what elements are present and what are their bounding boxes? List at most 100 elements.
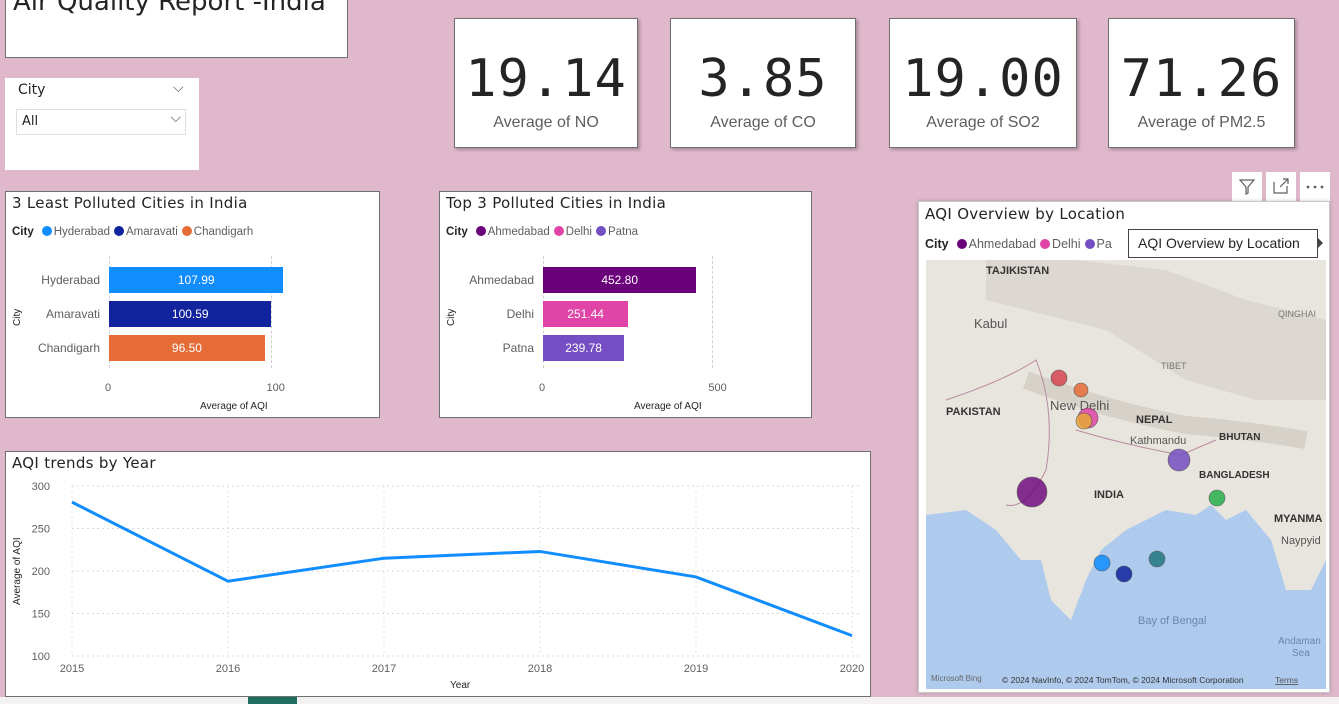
- map-title-tooltip: AQI Overview by Location: [1128, 229, 1318, 258]
- x-axis-title: Average of AQI: [200, 401, 268, 412]
- bar-chandigarh[interactable]: 96.50: [109, 335, 265, 361]
- y-tick-label: Delhi: [506, 307, 534, 321]
- filter-button[interactable]: [1232, 172, 1262, 201]
- legend-title: City: [446, 226, 468, 238]
- x-tick-label: 100: [266, 382, 285, 394]
- map-footer-logo: Microsoft Bing: [931, 674, 982, 683]
- bar-hyderabad[interactable]: 107.99: [109, 267, 284, 293]
- map-bubble-amaravati: [1115, 565, 1133, 583]
- map-bubble-patna: [1167, 448, 1191, 472]
- y-tick-label: Patna: [502, 341, 534, 355]
- map-label: TAJIKISTAN: [986, 265, 1049, 277]
- map-label: BANGLADESH: [1199, 470, 1270, 481]
- kpi-value: 71.26: [1120, 49, 1283, 109]
- legend-dot: [1040, 239, 1051, 249]
- page-tab-active[interactable]: [248, 697, 297, 704]
- kpi-card-pm25: 71.26 Average of PM2.5: [1108, 18, 1295, 148]
- legend-item: Ahmedabad: [968, 237, 1037, 251]
- legend-item: Delhi: [1052, 237, 1081, 251]
- y-tick-label: 150: [32, 609, 50, 621]
- map-label: Sea: [1292, 648, 1310, 659]
- city-dropdown[interactable]: All ⌵: [16, 109, 186, 135]
- legend-item: Amaravati: [126, 226, 178, 238]
- slicer-collapse-chevron-icon[interactable]: ⌵: [173, 80, 184, 96]
- chart-legend: City Ahmedabad Delhi Patna: [446, 226, 638, 238]
- kpi-value: 19.00: [902, 49, 1064, 109]
- top-polluted-chart[interactable]: Top 3 Polluted Cities in India City Ahmed…: [439, 191, 812, 418]
- y-tick-label: 100: [32, 651, 50, 663]
- legend-dot: [41, 226, 52, 236]
- legend-dot: [1084, 239, 1095, 249]
- x-axis-title: Average of AQI: [634, 401, 702, 412]
- legend-dot: [553, 226, 564, 236]
- x-tick-label: 2018: [528, 663, 552, 675]
- map-label: TIBET: [1161, 361, 1187, 371]
- legend-item: Pa: [1096, 237, 1112, 251]
- chevron-down-icon: ⌵: [170, 110, 181, 126]
- data-label: 100.59: [171, 307, 209, 321]
- y-tick-label: Chandigarh: [37, 341, 100, 355]
- kpi-card-no: 19.14 Average of NO: [454, 18, 638, 148]
- kpi-card-so2: 19.00 Average of SO2: [889, 18, 1077, 148]
- map-bubble-city: [1073, 382, 1089, 398]
- focus-mode-button[interactable]: [1266, 172, 1296, 201]
- map-legend: City Ahmedabad Delhi Pa: [925, 237, 1112, 251]
- data-label: 452.80: [601, 273, 639, 287]
- page-tabs-bar: [0, 697, 1339, 704]
- kpi-card-co: 3.85 Average of CO: [670, 18, 856, 148]
- y-axis-title: Average of AQI: [12, 537, 23, 605]
- y-tick-label: 300: [32, 481, 50, 493]
- more-options-icon: [1306, 185, 1324, 189]
- slicer-label: City: [18, 82, 46, 98]
- map-terms-link: Terms: [1275, 675, 1298, 685]
- legend-dot: [595, 226, 606, 236]
- data-label: 96.50: [171, 341, 202, 355]
- aqi-trend-chart[interactable]: AQI trends by Year 100 150 200 250 300 2015 20…: [5, 451, 871, 697]
- y-tick-label: Ahmedabad: [469, 273, 534, 287]
- legend-item: Delhi: [565, 226, 592, 238]
- data-label: 239.78: [565, 341, 602, 355]
- map-basemap: TAJIKISTAN Kabul QINGHAI TIBET PAKISTAN …: [926, 260, 1326, 689]
- y-tick-label: 200: [32, 566, 50, 578]
- data-label: 251.44: [567, 307, 604, 321]
- bar-ahmedabad[interactable]: 452.80: [543, 267, 697, 293]
- legend-dot: [114, 226, 124, 236]
- line-plot: 100 150 200 250 300 2015 2016 2017 2018 2019 2020: [32, 481, 865, 675]
- tooltip-arrow: [1318, 238, 1323, 248]
- legend-title: City: [925, 237, 949, 251]
- chart-title: AQI Overview by Location: [925, 205, 1126, 223]
- x-tick-label: 2016: [216, 663, 240, 675]
- chart-title: AQI trends by Year: [12, 454, 156, 472]
- x-axis-title: Year: [450, 680, 471, 691]
- aqi-map-card[interactable]: AQI Overview by Location City Ahmedabad De…: [918, 201, 1330, 693]
- bar-patna[interactable]: 239.78: [543, 335, 625, 361]
- kpi-value: 19.14: [465, 49, 627, 109]
- y-tick-label: Hyderabad: [41, 273, 100, 287]
- x-tick-label: 2015: [60, 663, 84, 675]
- focus-mode-icon: [1273, 178, 1289, 194]
- legend-dot: [956, 239, 967, 249]
- chart-title: Top 3 Polluted Cities in India: [446, 194, 667, 212]
- data-label: 107.99: [177, 273, 215, 287]
- more-options-button[interactable]: [1300, 172, 1330, 201]
- x-tick-label: 2017: [372, 663, 396, 675]
- bar-delhi[interactable]: 251.44: [543, 301, 629, 327]
- map-label: Kabul: [974, 316, 1007, 331]
- map-bubble-hyderabad: [1093, 554, 1111, 572]
- gridline: [712, 256, 714, 368]
- report-title-card: Air Quality Report -India: [5, 0, 348, 58]
- map-bubble-city: [1208, 489, 1226, 507]
- map-label: BHUTAN: [1219, 432, 1260, 443]
- least-polluted-chart[interactable]: 3 Least Polluted Cities in India City Hyd…: [5, 191, 380, 418]
- y-tick-label: Amaravati: [45, 307, 100, 321]
- map-label: QINGHAI: [1278, 309, 1316, 319]
- map-label: Kathmandu: [1130, 435, 1186, 447]
- x-tick-label: 2019: [684, 663, 708, 675]
- map-label: New Delhi: [1050, 398, 1109, 413]
- map-canvas[interactable]: TAJIKISTAN Kabul QINGHAI TIBET PAKISTAN …: [926, 260, 1326, 689]
- legend-item: Patna: [607, 226, 639, 238]
- kpi-caption: Average of SO2: [926, 114, 1040, 131]
- bar-amaravati[interactable]: 100.59: [109, 301, 272, 327]
- kpi-caption: Average of CO: [710, 114, 816, 131]
- chart-legend: City Hyderabad Amaravati Chandigarh: [12, 226, 253, 238]
